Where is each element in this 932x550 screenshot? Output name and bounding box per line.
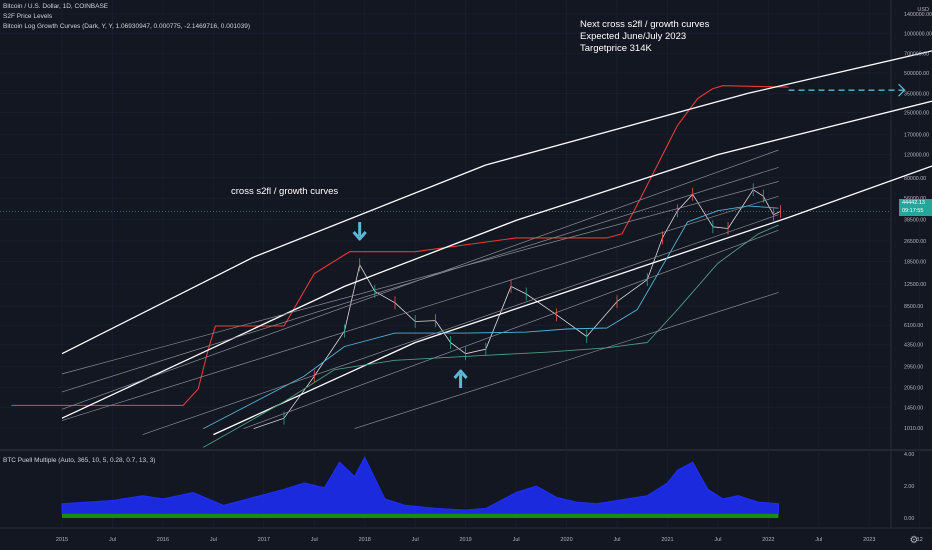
time-tick-label: 2021 xyxy=(661,537,673,543)
time-tick-label: Jul xyxy=(613,537,620,543)
cross-annotation: cross s2fl / growth curves xyxy=(231,186,339,197)
rainbow-band-line[interactable] xyxy=(243,229,779,429)
price-tick-label: 38500.00 xyxy=(904,218,926,224)
annotation-marks xyxy=(352,83,906,388)
arrow-up-icon xyxy=(453,369,468,388)
growth-curve[interactable] xyxy=(213,160,932,436)
price-tick-label: 1450.00 xyxy=(904,405,923,411)
price-tick-label: 26500.00 xyxy=(904,239,926,245)
time-tick-label: Jul xyxy=(513,537,520,543)
time-tick-label: Jul xyxy=(109,537,116,543)
puell-tick-label: 0.00 xyxy=(904,516,914,522)
rainbow-band-line[interactable] xyxy=(354,292,779,429)
price-tick-label: 12500.00 xyxy=(904,282,926,288)
price-tick-label: 1010.00 xyxy=(904,426,923,432)
axes: 1400000.00 1000000.00 700000.00 500000.00 35… xyxy=(56,12,932,543)
price-tick-label: 250000.00 xyxy=(904,111,929,117)
arrow-down-icon xyxy=(352,222,367,241)
ma-green-series[interactable] xyxy=(203,224,779,448)
price-tick-label: 1000000.00 xyxy=(904,31,932,37)
gear-icon[interactable]: ⚙ xyxy=(909,535,919,546)
price-tick-label: 18500.00 xyxy=(904,260,926,266)
rainbow-band-line[interactable] xyxy=(61,195,779,421)
puell-tick-label: 4.00 xyxy=(904,452,914,458)
currency-label: USD xyxy=(917,7,929,13)
puell-multiple-pane xyxy=(61,456,780,519)
price-tick-label: 2050.00 xyxy=(904,386,923,392)
rainbow-band-line[interactable] xyxy=(142,214,779,435)
symbol-title: Bitcoin / U.S. Dollar, 1D, COINBASE xyxy=(3,3,109,10)
s2f-series[interactable] xyxy=(11,85,789,406)
price-pane-series xyxy=(0,47,932,448)
growth-curve[interactable] xyxy=(61,97,932,419)
time-tick-label: 12 xyxy=(917,537,923,543)
price-tick-label: 170000.00 xyxy=(904,133,929,139)
time-tick-label: 2017 xyxy=(258,537,270,543)
grid xyxy=(0,0,932,529)
time-tick-label: 2023 xyxy=(863,537,875,543)
time-tick-label: Jul xyxy=(210,537,217,543)
price-tick-label: 4350.00 xyxy=(904,342,923,348)
price-tick-label: 80000.00 xyxy=(904,176,926,182)
price-tick-label: 2950.00 xyxy=(904,365,923,371)
price-tick-label: 120000.00 xyxy=(904,153,929,159)
indicator-s2f-title[interactable]: S2F Price Levels xyxy=(3,13,53,20)
next-cross-line-1: Next cross s2fl / growth curves xyxy=(580,19,710,30)
puell-tick-label: 2.00 xyxy=(904,484,914,490)
next-cross-annotation: Next cross s2fl / growth curves Expected… xyxy=(580,19,709,55)
rainbow-band-line[interactable] xyxy=(61,167,779,393)
time-tick-label: 2019 xyxy=(460,537,472,543)
ma-cyan-series[interactable] xyxy=(203,205,779,429)
time-tick-label: 2020 xyxy=(560,537,572,543)
countdown-value: 09:17:55 xyxy=(902,208,924,214)
arrow-down-icon-head xyxy=(352,231,367,241)
next-cross-line-3: Targetprice 314K xyxy=(580,43,652,54)
rainbow-band-line[interactable] xyxy=(61,181,779,375)
price-tick-label: 500000.00 xyxy=(904,71,929,77)
arrow-up-icon-head xyxy=(453,369,468,379)
price-tick-label: 1400000.00 xyxy=(904,12,932,18)
price-tick-label: 8500.00 xyxy=(904,304,923,310)
time-tick-label: 2018 xyxy=(359,537,371,543)
time-tick-label: Jul xyxy=(311,537,318,543)
time-tick-label: Jul xyxy=(412,537,419,543)
price-tick-label: 6100.00 xyxy=(904,323,923,329)
puell-area[interactable] xyxy=(61,456,780,515)
time-tick-label: 2022 xyxy=(762,537,774,543)
time-tick-label: Jul xyxy=(815,537,822,543)
next-cross-line-2: Expected June/July 2023 xyxy=(580,31,687,42)
time-tick-label: 2015 xyxy=(56,537,68,543)
puell-title[interactable]: BTC Puell Multiple (Auto, 365, 10, 5, 0.… xyxy=(3,457,156,464)
dashed-arrow-right-icon xyxy=(898,83,906,97)
growth-curve[interactable] xyxy=(61,47,932,355)
time-tick-label: Jul xyxy=(714,537,721,543)
indicator-growth-title[interactable]: Bitcoin Log Growth Curves (Dark, Y, Y, 1… xyxy=(3,23,251,30)
price-tick-label: 700000.00 xyxy=(904,52,929,58)
puell-buy-band xyxy=(62,513,779,519)
last-price-tag[interactable]: 44442.13 09:17:55 xyxy=(899,199,932,216)
time-tick-label: 2016 xyxy=(157,537,169,543)
last-price-value: 44442.13 xyxy=(902,200,925,206)
price-tick-label: 350000.00 xyxy=(904,91,929,97)
